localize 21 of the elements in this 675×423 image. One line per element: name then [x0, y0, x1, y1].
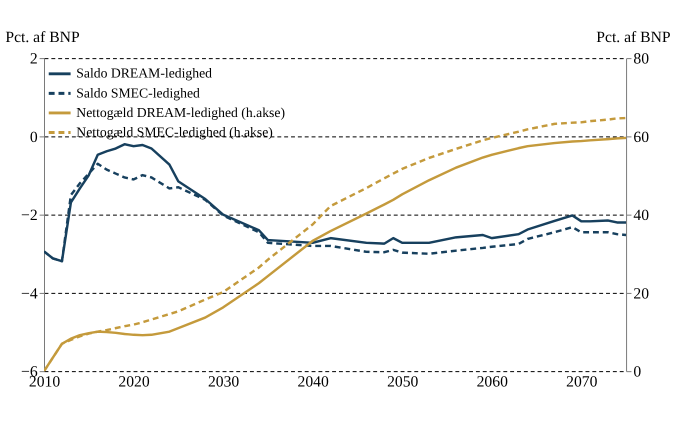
y-tick-label: 2	[30, 50, 38, 68]
y2-tick-label: 20	[633, 285, 650, 302]
y-tick-label: −4	[21, 285, 38, 302]
x-tick-label: 2070	[566, 373, 598, 390]
y2-tick-label: 60	[633, 128, 650, 146]
legend-label: Saldo DREAM-ledighed	[76, 66, 212, 81]
y2-tick-label: 40	[633, 207, 650, 224]
y2-tick-label: 0	[633, 364, 642, 381]
x-tick-label: 2040	[298, 373, 329, 390]
y2-tick-label: 80	[633, 50, 650, 68]
y-tick-label: 0	[30, 128, 38, 146]
y-tick-label: −2	[21, 207, 38, 224]
y-axis-title: Pct. af BNP	[5, 28, 80, 46]
legend-label: Nettogæld DREAM-ledighed (h.akse)	[76, 104, 286, 120]
x-tick-label: 2020	[118, 373, 150, 390]
x-tick-label: 2060	[476, 373, 508, 390]
x-tick-label: 2030	[208, 373, 240, 390]
legend-label: Nettogæld SMEC-ledighed (h.akse)	[76, 124, 273, 140]
y2-axis-title: Pct. af BNP	[596, 28, 671, 46]
legend-label: Saldo SMEC-ledighed	[76, 85, 200, 100]
x-tick-label: 2050	[387, 373, 419, 390]
